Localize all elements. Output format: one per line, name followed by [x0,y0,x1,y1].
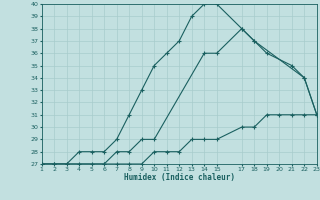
X-axis label: Humidex (Indice chaleur): Humidex (Indice chaleur) [124,173,235,182]
